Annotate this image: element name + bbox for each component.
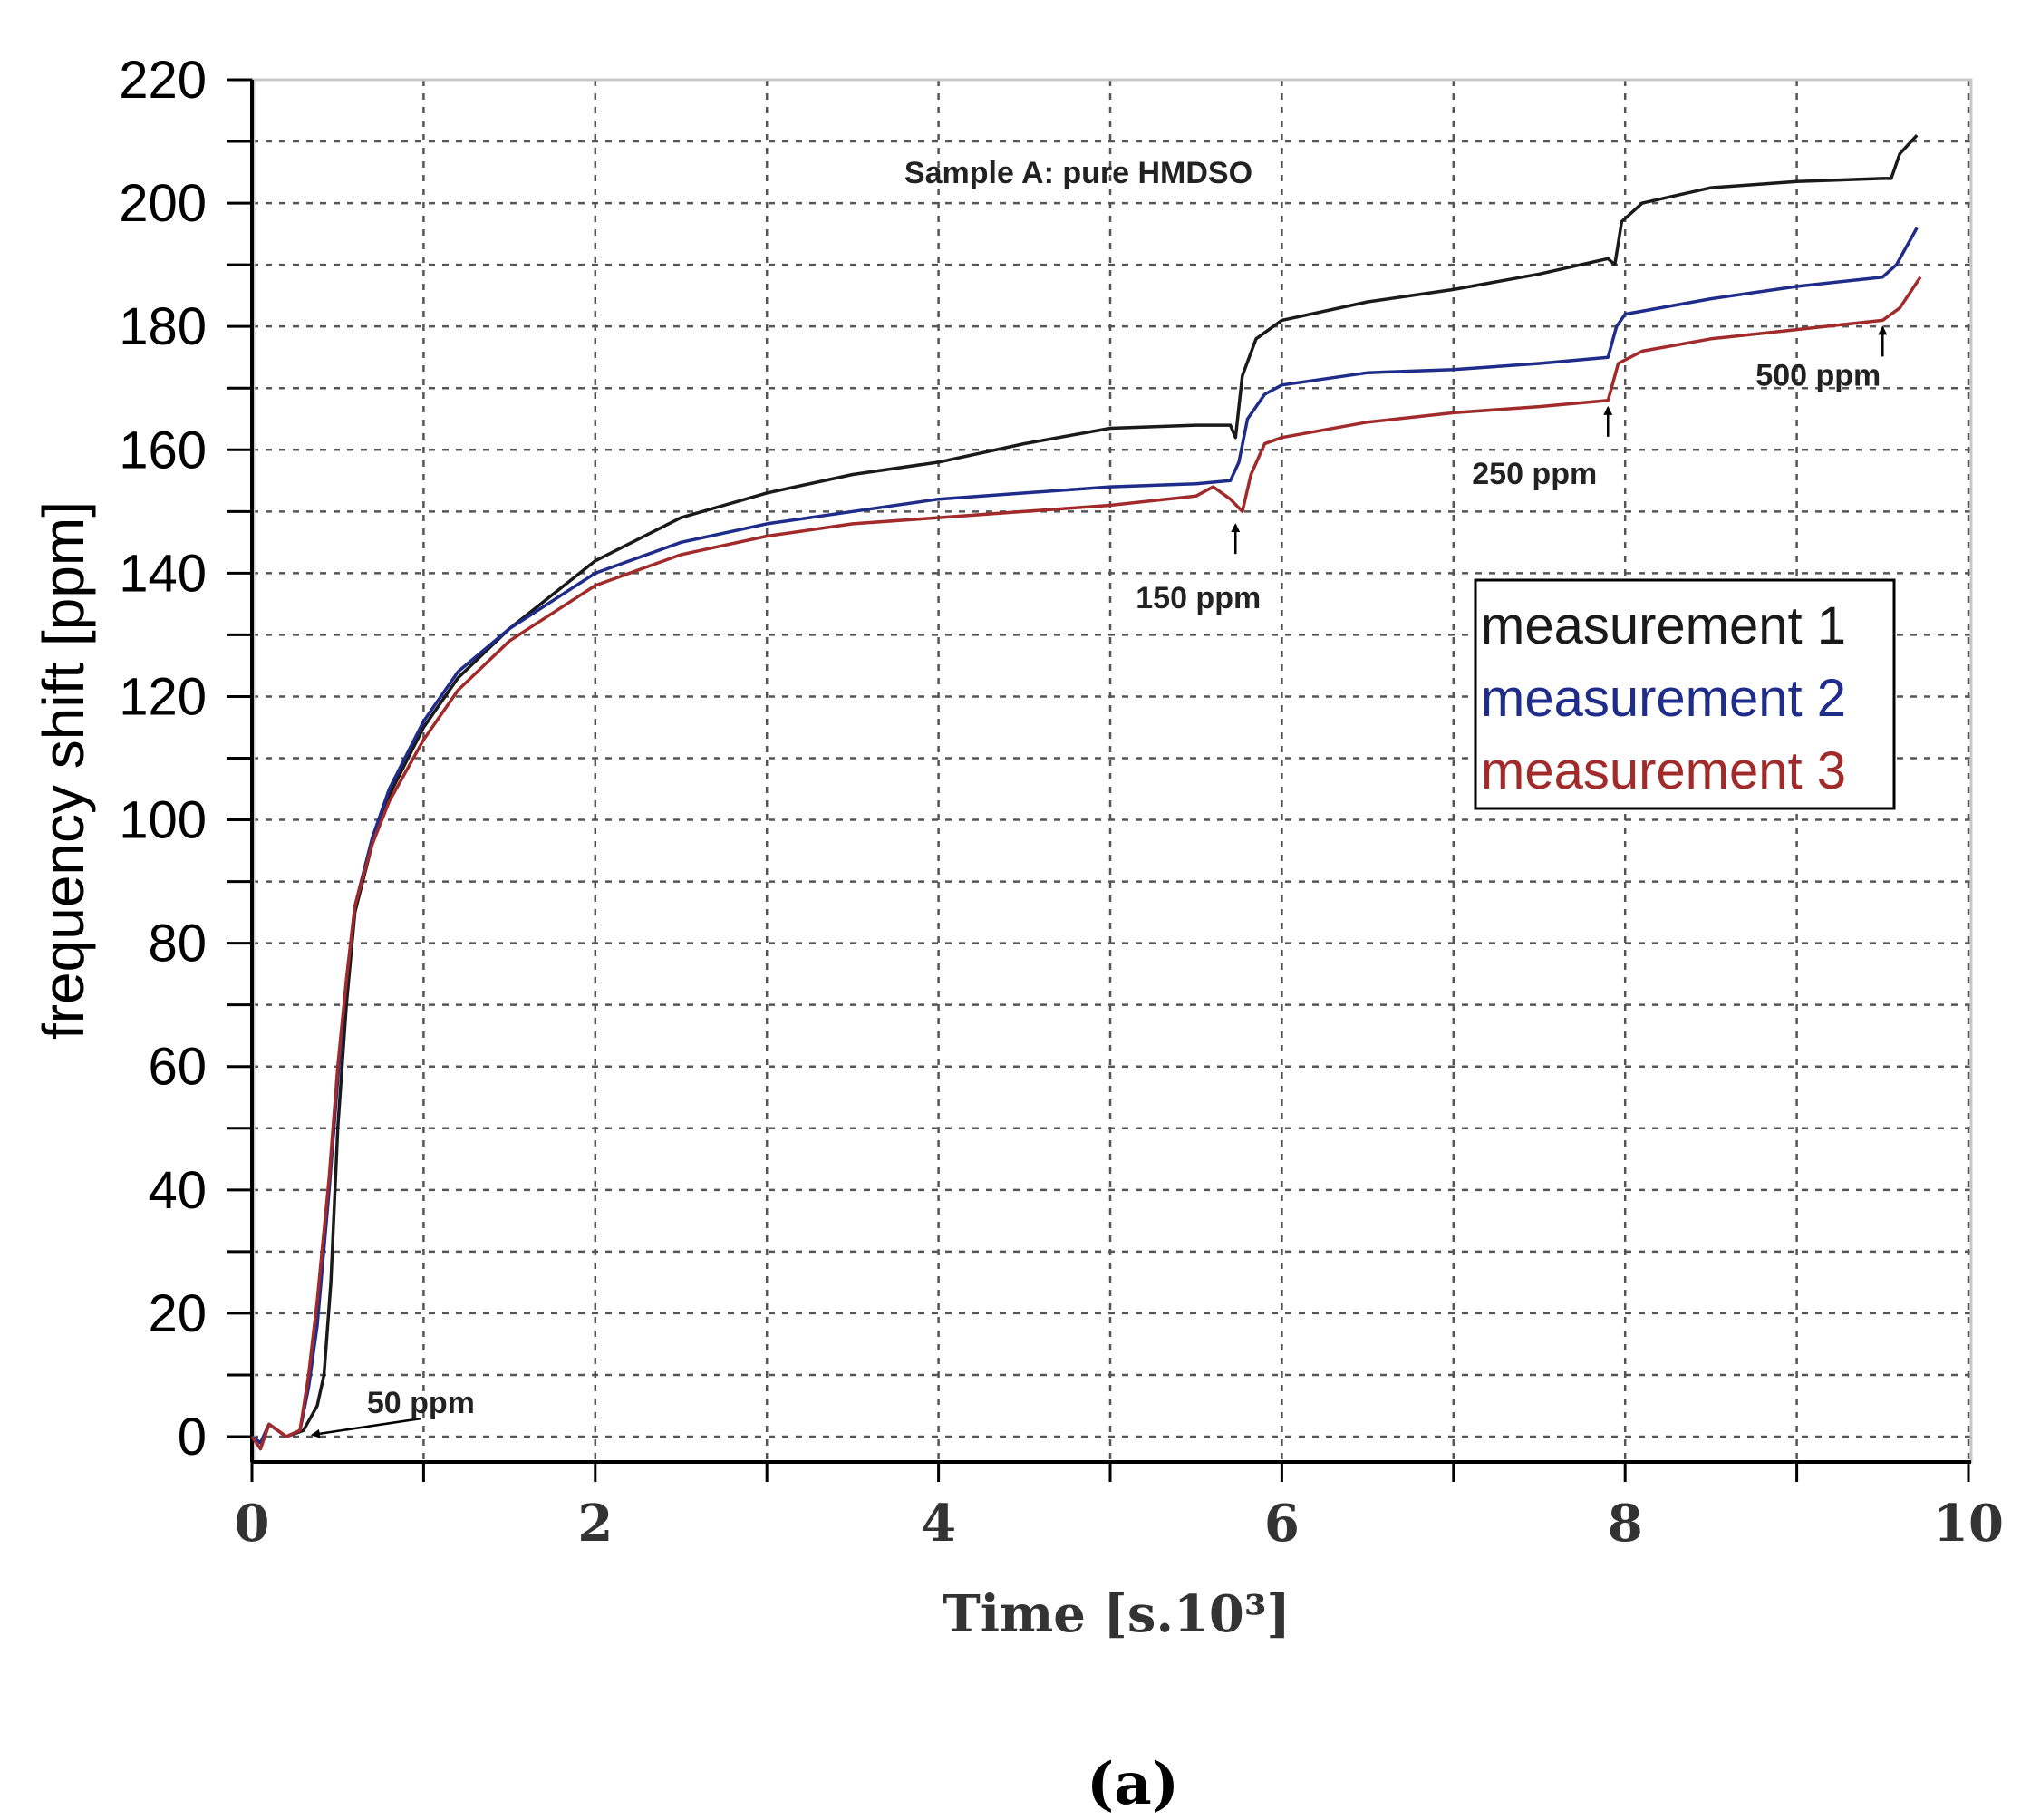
series-line-measurement-2 xyxy=(250,227,1919,1445)
series-line-measurement-3 xyxy=(250,276,1922,1451)
legend-box xyxy=(1474,578,1896,810)
x-axis-label: Time [s.10³] xyxy=(943,1584,1291,1644)
y-tick-label: 160 xyxy=(119,421,207,479)
y-tick-labels: 0 20 40 60 80 100 120 140 160 180 200 220 xyxy=(119,51,207,1467)
figure-caption: (a) xyxy=(1087,1750,1179,1818)
annotation-label: 250 ppm xyxy=(1472,457,1597,491)
axes xyxy=(227,78,1971,1482)
legend: measurement 1 measurement 2 measurement … xyxy=(1474,578,1896,810)
y-tick-label: 20 xyxy=(148,1284,207,1343)
line-chart: 50 ppm 150 ppm 250 ppm 500 ppm 0 2 4 6 8 10 0 20 4… xyxy=(31,51,2004,1644)
annotation-label: 50 ppm xyxy=(367,1386,475,1420)
annotation-layer: 50 ppm 150 ppm 250 ppm 500 ppm xyxy=(310,325,1888,1438)
x-tick-label: 4 xyxy=(921,1494,956,1554)
chart-title: Sample A: pure HMDSO xyxy=(904,156,1252,190)
annotation-label: 150 ppm xyxy=(1136,581,1261,615)
x-tick-label: 2 xyxy=(577,1494,613,1554)
x-tick-label: 10 xyxy=(1933,1494,2004,1554)
y-tick-label: 60 xyxy=(148,1038,207,1097)
annotation-label: 500 ppm xyxy=(1755,358,1881,392)
y-tick-label: 120 xyxy=(119,667,207,726)
y-tick-label: 220 xyxy=(119,51,207,110)
x-tick-label: 6 xyxy=(1264,1494,1300,1554)
x-tick-label: 0 xyxy=(235,1494,270,1554)
annotation-arrow xyxy=(310,1417,422,1438)
legend-label-measurement-2: measurement 2 xyxy=(1481,669,1846,728)
y-tick-label: 80 xyxy=(148,915,207,973)
series-layer xyxy=(250,134,1922,1451)
legend-label-measurement-1: measurement 1 xyxy=(1481,596,1846,655)
y-tick-label: 0 xyxy=(178,1408,207,1467)
y-tick-label: 100 xyxy=(119,791,207,850)
y-tick-label: 180 xyxy=(119,297,207,356)
x-tick-labels: 0 2 4 6 8 10 xyxy=(235,1494,2004,1554)
x-tick-label: 8 xyxy=(1608,1494,1643,1554)
series-line-measurement-1 xyxy=(250,134,1919,1445)
y-tick-label: 40 xyxy=(148,1161,207,1220)
y-tick-label: 140 xyxy=(119,544,207,603)
y-tick-label: 200 xyxy=(119,174,207,233)
legend-label-measurement-3: measurement 3 xyxy=(1481,741,1846,800)
y-axis-label: frequency shift [ppm] xyxy=(31,501,96,1040)
